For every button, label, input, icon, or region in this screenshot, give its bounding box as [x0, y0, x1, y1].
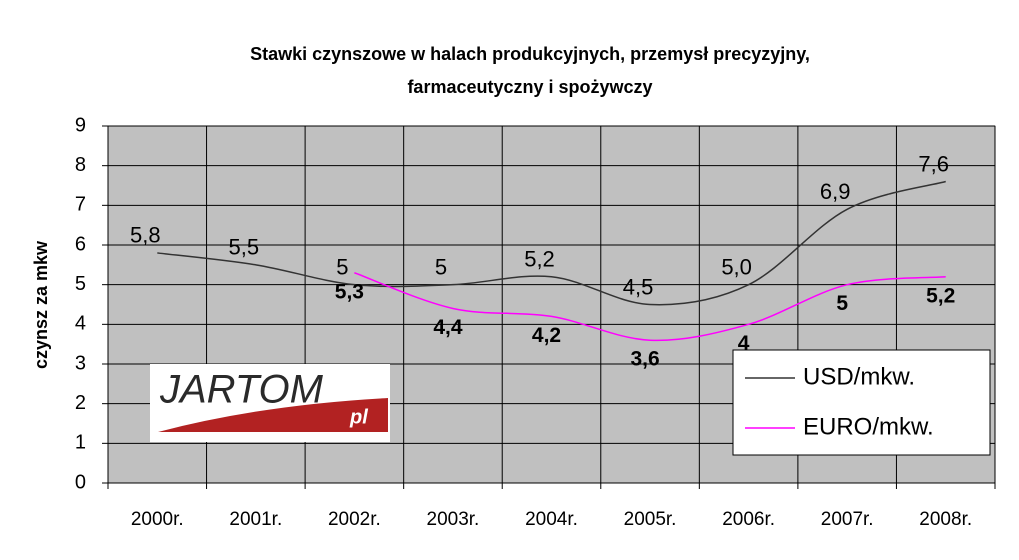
y-tick-label: 8	[75, 154, 86, 176]
data-label: 7,6	[918, 151, 949, 176]
logo-text: JARTOM	[159, 368, 324, 412]
x-tick-label: 2004r.	[525, 509, 578, 530]
x-tick-label: 2008r.	[919, 509, 972, 530]
series-line	[354, 272, 946, 342]
data-label: 5	[336, 254, 348, 279]
y-tick-label: 3	[75, 352, 86, 374]
chart-title: Stawki czynszowe w halach produkcyjnych,…	[250, 44, 810, 64]
y-tick-label: 7	[75, 194, 86, 216]
data-label: 4,5	[623, 274, 654, 299]
data-label: 3,6	[630, 348, 659, 371]
data-label: 5,2	[926, 284, 955, 307]
data-label: 6,9	[820, 179, 851, 204]
legend-box	[732, 349, 991, 456]
x-tick-label: 2002r.	[328, 509, 381, 530]
y-tick-label: 6	[75, 233, 86, 255]
data-label: 4,4	[433, 316, 463, 339]
x-tick-label: 2007r.	[821, 509, 874, 530]
x-tick-label: 2003r.	[427, 509, 480, 530]
x-tick-label: 2006r.	[722, 509, 775, 530]
x-tick-label: 2000r.	[131, 509, 184, 530]
data-label: 5,5	[229, 235, 260, 260]
y-tick-label: 5	[75, 273, 86, 295]
chart-title: farmaceutyczny i spożywczy	[407, 77, 652, 97]
y-tick-label: 9	[75, 114, 86, 136]
y-tick-label: 2	[75, 392, 86, 414]
series-line	[157, 180, 946, 306]
y-tick-label: 1	[75, 432, 86, 454]
data-label: 5,3	[335, 280, 364, 303]
x-tick-label: 2001r.	[229, 509, 282, 530]
data-label: 5,0	[721, 254, 752, 279]
y-tick-label: 0	[75, 471, 86, 493]
data-label: 5,2	[524, 247, 555, 272]
x-tick-label: 2005r.	[624, 509, 677, 530]
data-label: 5	[435, 254, 447, 279]
data-label: 5,8	[130, 223, 161, 248]
data-label: 5	[836, 292, 848, 315]
logo-suffix: pl	[349, 406, 368, 428]
data-label: 4,2	[532, 324, 561, 347]
y-tick-label: 4	[75, 313, 86, 335]
y-axis-label: czynsz za mkw	[31, 240, 51, 369]
legend-label: USD/mkw.	[803, 363, 915, 390]
data-label: 4	[738, 332, 750, 355]
legend-label: EURO/mkw.	[803, 413, 934, 440]
logo-swoosh	[158, 398, 388, 432]
